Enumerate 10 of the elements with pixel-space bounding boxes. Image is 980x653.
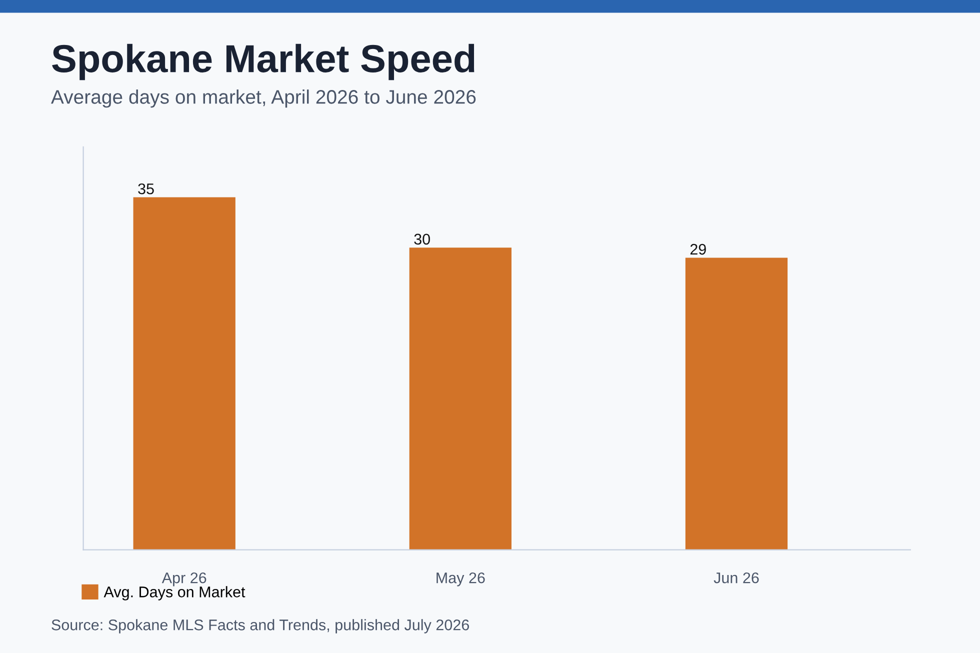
x-tick-label: Apr 26 bbox=[162, 572, 206, 586]
x-tick-label: Jun 26 bbox=[714, 572, 759, 584]
chart-subtitle: Average days on market, April 2026 to June 2026 bbox=[51, 90, 476, 108]
chart-title: Spokane Market Speed bbox=[52, 44, 474, 80]
data-label: 35 bbox=[138, 183, 154, 194]
data-label: 30 bbox=[414, 234, 430, 245]
x-tick-label: May 26 bbox=[436, 572, 485, 586]
legend-label: Avg. Days on Market bbox=[104, 586, 246, 600]
source-note: Source: Spokane MLS Facts and Trends, published July 2026 bbox=[52, 619, 469, 634]
data-label: 29 bbox=[690, 244, 706, 255]
